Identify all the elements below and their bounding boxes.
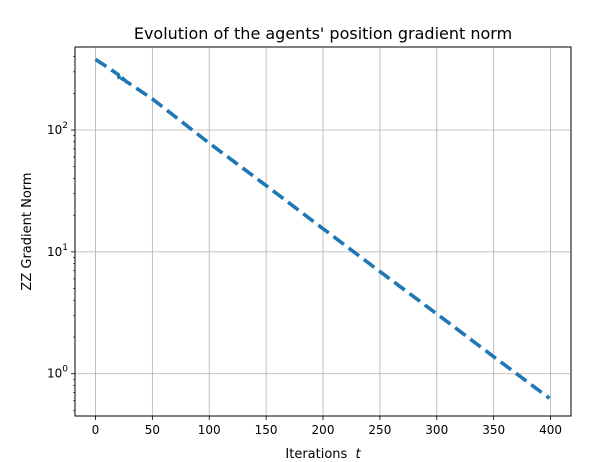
series-layer	[94, 57, 551, 400]
x-axis-label: Iterations t	[285, 447, 361, 462]
grid	[75, 47, 571, 416]
x-tick-label: 400	[539, 423, 562, 437]
x-tick-label: 150	[255, 423, 278, 437]
x-tick-label: 100	[198, 423, 221, 437]
series-line	[94, 57, 551, 400]
x-tick-label: 250	[368, 423, 391, 437]
chart-title: Evolution of the agents' position gradie…	[134, 24, 512, 43]
y-tick-label: 100	[47, 365, 68, 381]
x-axis-label-text: Iterations	[285, 447, 347, 462]
x-tick-label: 300	[425, 423, 448, 437]
ticks: 0 50 100 150 200 250 300 350 400 100 101 102	[47, 56, 562, 437]
y-axis-label: ZZ Gradient Norm	[20, 172, 35, 290]
x-tick-label: 200	[312, 423, 335, 437]
x-tick-label: 350	[482, 423, 505, 437]
y-tick-label: 101	[47, 243, 68, 259]
x-axis-label-var: t	[355, 447, 361, 462]
x-tick-label: 50	[145, 423, 160, 437]
y-tick-label: 102	[47, 121, 68, 137]
x-tick-label: 0	[92, 423, 100, 437]
